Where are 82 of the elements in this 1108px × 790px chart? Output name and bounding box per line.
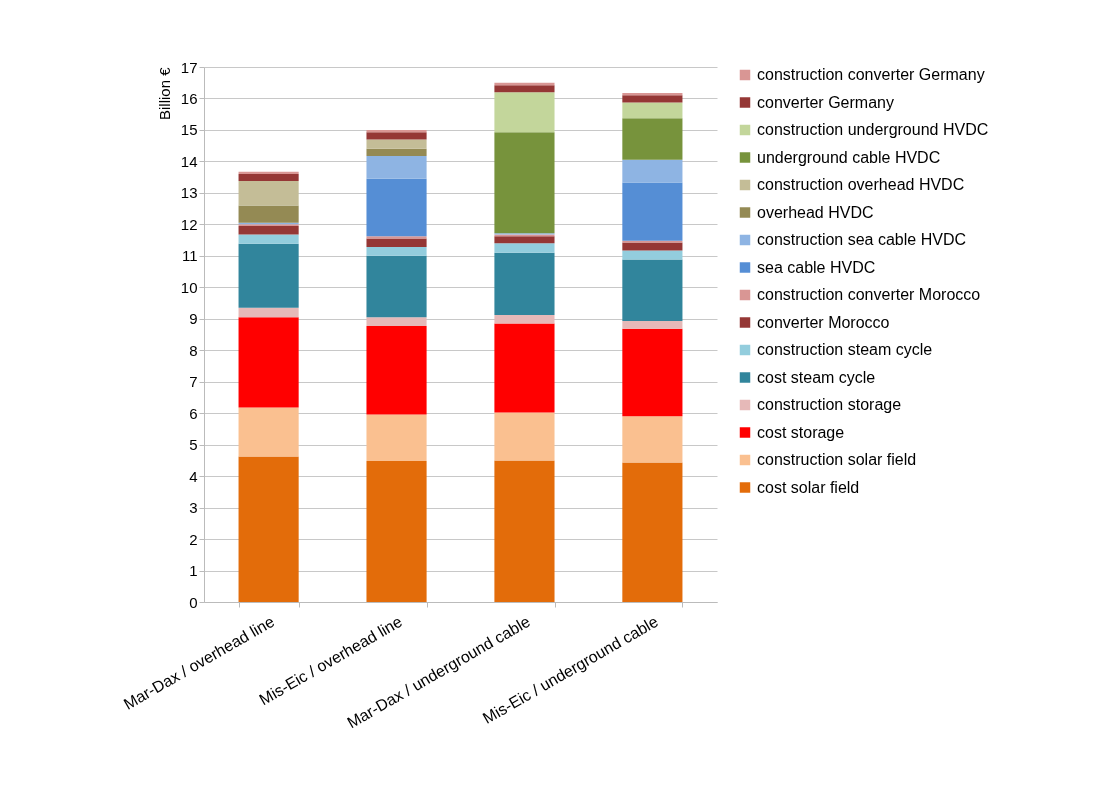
y-tick-label: 0 [189, 593, 198, 611]
bar [622, 328, 683, 417]
bar [366, 238, 427, 248]
legend-label: construction sea cable HVDC [757, 231, 966, 248]
bar [238, 234, 299, 244]
legend-label: construction solar field [757, 451, 917, 468]
legend-label: converter Germany [757, 93, 894, 111]
bar [238, 174, 299, 181]
bar [494, 132, 555, 234]
y-tick-label: 6 [189, 404, 198, 422]
legend-label: construction steam cycle [757, 341, 933, 358]
bar [238, 225, 299, 235]
y-tick-label: 1 [189, 562, 198, 580]
legend-label: construction converter Germany [757, 66, 985, 83]
bar [622, 259, 683, 321]
bar [494, 412, 555, 461]
bar [494, 92, 555, 133]
legend-label: converter Morocco [757, 313, 890, 331]
legend-label: cost solar field [757, 478, 860, 496]
bar [494, 85, 555, 93]
y-tick-label: 3 [189, 499, 198, 517]
bar [622, 93, 683, 96]
y-tick-label: 17 [180, 58, 198, 76]
bar [238, 456, 299, 602]
bar [494, 460, 555, 602]
bar [238, 317, 299, 408]
y-tick-label: 16 [180, 89, 198, 107]
y-tick-label: 2 [189, 530, 198, 548]
bar [366, 148, 427, 157]
bar [238, 205, 299, 223]
bar [494, 236, 555, 244]
bar [366, 461, 427, 602]
bar [622, 118, 683, 160]
bar [366, 326, 427, 415]
y-tick-label: 8 [189, 341, 198, 359]
y-tick-label: 13 [180, 184, 198, 202]
y-tick-label: 10 [180, 278, 198, 296]
bar [366, 139, 427, 149]
y-axis-title: Billion € [155, 66, 173, 121]
y-tick-label: 7 [189, 373, 198, 391]
legend-label: underground cable HVDC [757, 148, 941, 166]
bar [622, 462, 683, 602]
bar [238, 307, 299, 318]
legend-label: construction converter Morocco [757, 286, 981, 303]
bar [238, 243, 299, 308]
legend-label: cost storage [757, 423, 845, 441]
bar [366, 255, 427, 318]
legend-label: construction storage [757, 396, 902, 413]
bar [366, 414, 427, 462]
legend-label: overhead HVDC [757, 203, 874, 221]
bar [494, 252, 555, 315]
bar [622, 416, 683, 463]
bar [366, 132, 427, 140]
bar [494, 314, 555, 324]
bar [622, 320, 683, 329]
bar [238, 171, 299, 174]
bar [366, 317, 427, 326]
legend-label: sea cable HVDC [757, 258, 876, 276]
y-tick-label: 15 [180, 121, 198, 139]
bar [366, 129, 427, 133]
legend-label: cost steam cycle [757, 368, 876, 386]
bar [366, 156, 427, 179]
bar [622, 95, 683, 103]
y-tick-label: 4 [189, 467, 198, 485]
bar [622, 250, 683, 260]
bar [494, 243, 555, 253]
bar [494, 323, 555, 413]
bar [622, 159, 683, 183]
y-tick-label: 5 [189, 436, 198, 454]
bar [366, 236, 427, 239]
y-tick-label: 12 [180, 215, 198, 233]
legend-label: construction overhead HVDC [757, 176, 965, 193]
y-tick-label: 14 [180, 152, 198, 170]
bar [238, 180, 299, 206]
bar [622, 182, 683, 241]
bar [238, 407, 299, 457]
bar [366, 247, 427, 256]
y-tick-label: 9 [189, 310, 198, 328]
legend-label: construction underground HVDC [757, 121, 989, 138]
y-tick-label: 11 [181, 247, 198, 265]
bar [622, 102, 683, 119]
bar [366, 178, 427, 237]
